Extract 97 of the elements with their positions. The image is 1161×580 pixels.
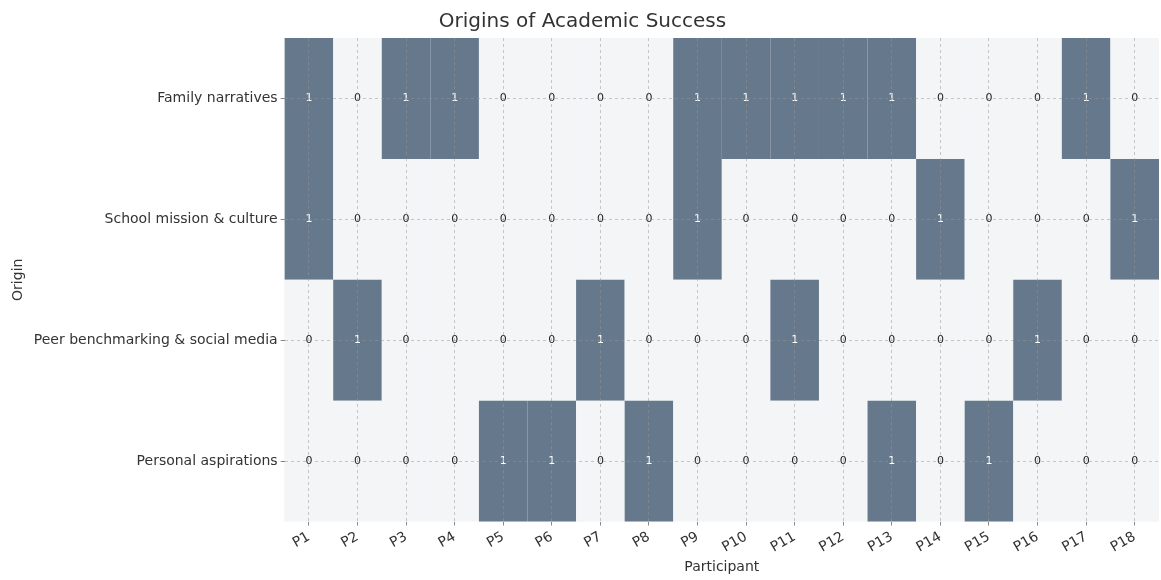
data-label: 0	[936, 333, 944, 347]
data-label: 1	[985, 453, 993, 467]
data-label: 0	[888, 333, 896, 347]
data-label: 0	[1034, 212, 1042, 226]
data-label: 0	[596, 453, 604, 467]
data-label: 0	[694, 453, 702, 467]
data-label: 0	[645, 333, 653, 347]
data-label: 0	[645, 91, 653, 105]
x-tick-label: P9	[677, 527, 701, 551]
y-axis-title: Origin	[9, 258, 26, 301]
x-tick-label: P11	[767, 527, 798, 555]
data-label: 0	[354, 212, 361, 226]
data-label: 0	[742, 333, 750, 347]
y-tick-label: School mission & culture	[104, 209, 278, 226]
data-label: 1	[791, 333, 799, 347]
x-tick-label: P2	[337, 527, 361, 551]
x-tick-label: P4	[434, 527, 459, 551]
data-label: 0	[888, 212, 896, 226]
data-label: 1	[645, 453, 653, 467]
data-label: 0	[1082, 333, 1090, 347]
data-label: 0	[742, 453, 750, 467]
data-label: 0	[791, 453, 799, 467]
x-tick-label: P8	[629, 527, 653, 551]
data-label: 1	[888, 453, 896, 467]
data-label: 1	[305, 91, 313, 105]
y-tick-label: Peer benchmarking & social media	[33, 330, 278, 347]
data-label: 1	[596, 333, 604, 347]
x-tick-label: P6	[532, 527, 556, 551]
data-label: 1	[548, 453, 556, 467]
x-tick-label: P15	[961, 527, 993, 555]
data-label: 0	[645, 212, 653, 226]
data-label: 1	[1034, 333, 1042, 347]
data-label: 1	[839, 91, 847, 105]
data-label: 0	[1034, 453, 1042, 467]
y-tick-label: Family narratives	[157, 89, 278, 106]
data-label: 0	[1131, 333, 1139, 347]
data-label: 0	[596, 212, 604, 226]
data-label: 0	[548, 212, 556, 226]
x-tick-label: P10	[718, 527, 750, 555]
data-label: 0	[499, 333, 507, 347]
data-label: 0	[985, 91, 993, 105]
data-label: 0	[791, 212, 799, 226]
data-label: 0	[1131, 453, 1139, 467]
x-tick-label: P12	[815, 527, 847, 555]
data-label: 0	[985, 212, 993, 226]
x-tick-label: P1	[289, 527, 313, 551]
data-label: 0	[402, 212, 410, 226]
data-label: 0	[839, 333, 847, 347]
data-label: 1	[694, 212, 702, 226]
data-label: 0	[936, 91, 944, 105]
data-label: 0	[451, 333, 459, 347]
data-label: 1	[1082, 91, 1090, 105]
x-tick-label: P18	[1107, 527, 1139, 555]
data-label: 0	[354, 91, 361, 105]
x-tick-label: P7	[580, 527, 604, 551]
data-label: 0	[451, 212, 459, 226]
data-label: 1	[402, 91, 410, 105]
data-label: 1	[1131, 212, 1139, 226]
data-label: 0	[936, 453, 944, 467]
data-label: 1	[305, 212, 313, 226]
data-label: 1	[694, 91, 702, 105]
x-axis-title: Participant	[684, 558, 760, 575]
data-label: 0	[742, 212, 750, 226]
x-tick-label: P17	[1058, 527, 1090, 555]
data-label: 0	[402, 333, 410, 347]
data-label: 0	[596, 91, 604, 105]
chart-title: Origins of Academic Success	[438, 8, 727, 33]
x-tick-label: P13	[864, 527, 896, 555]
data-label: 0	[694, 333, 702, 347]
data-label: 0	[499, 91, 507, 105]
data-label: 0	[1131, 91, 1139, 105]
data-label: 0	[1082, 453, 1090, 467]
data-label: 1	[936, 212, 944, 226]
data-label: 0	[985, 333, 993, 347]
data-label: 1	[451, 91, 459, 105]
data-label: 1	[354, 333, 361, 347]
data-label: 0	[305, 453, 313, 467]
data-label: 0	[402, 453, 410, 467]
x-tick-label: P3	[386, 527, 410, 551]
data-label: 1	[742, 91, 750, 105]
data-label: 0	[1082, 212, 1090, 226]
data-label: 0	[548, 91, 556, 105]
data-label: 0	[499, 212, 507, 226]
data-label: 0	[839, 453, 847, 467]
data-label: 0	[1034, 91, 1042, 105]
x-tick-label: P5	[483, 527, 507, 551]
data-label: 1	[791, 91, 799, 105]
data-label: 0	[354, 453, 361, 467]
x-tick-label: P14	[913, 527, 944, 555]
x-tick-label: P16	[1010, 527, 1041, 555]
data-label: 0	[548, 333, 556, 347]
data-label: 1	[888, 91, 896, 105]
data-label: 0	[839, 212, 847, 226]
data-label: 0	[451, 453, 459, 467]
y-tick-label: Personal aspirations	[136, 451, 278, 468]
data-label: 0	[305, 333, 313, 347]
data-label: 1	[499, 453, 507, 467]
